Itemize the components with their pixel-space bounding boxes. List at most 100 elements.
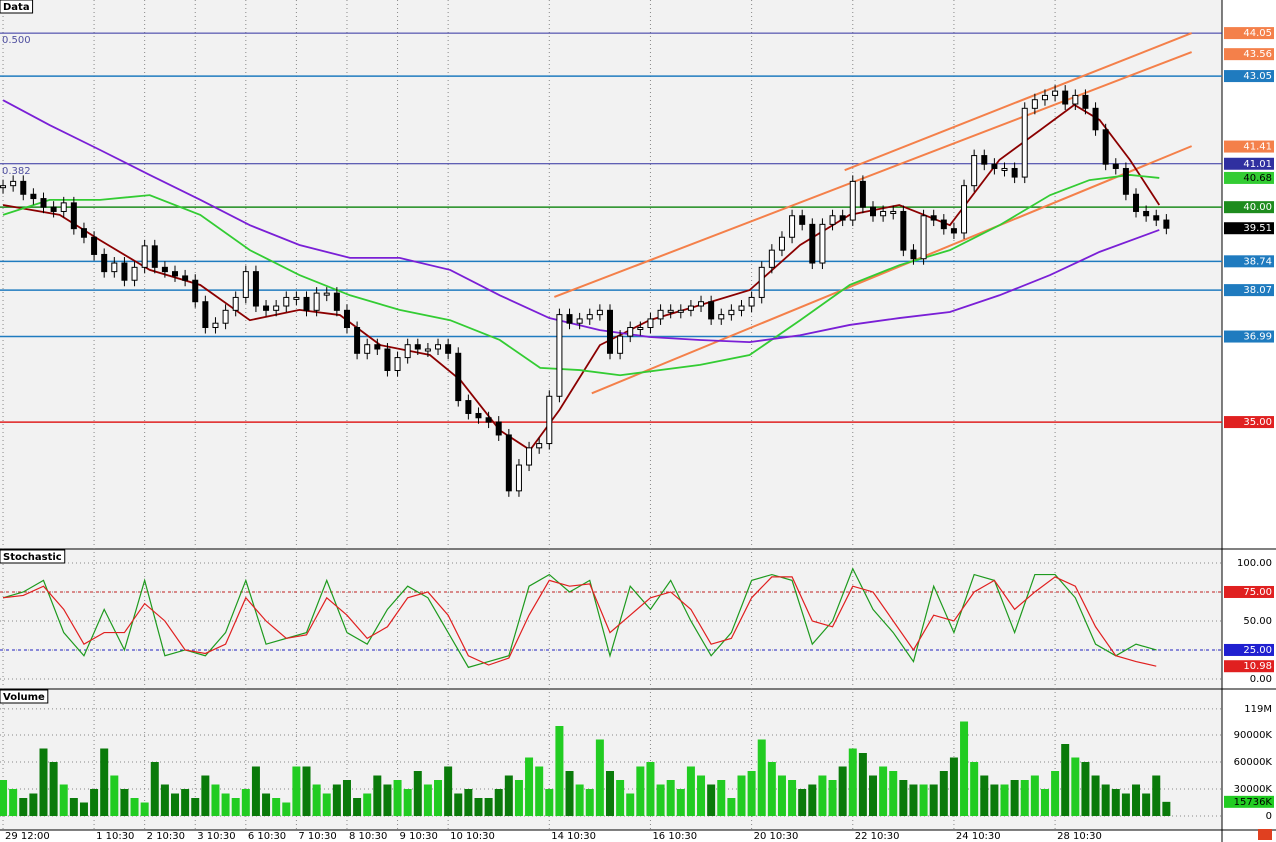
candle [445, 344, 452, 354]
volume-bar [181, 788, 190, 816]
candle [1092, 107, 1099, 131]
candle [566, 314, 573, 324]
candle [313, 292, 320, 311]
volume-bar [949, 757, 958, 816]
candle [91, 236, 98, 255]
value-tag [1224, 27, 1274, 40]
candle [667, 309, 674, 313]
candle [455, 352, 462, 402]
volume-bar [454, 793, 463, 816]
candle [0, 185, 7, 189]
value-tag-label: 75.00 [1243, 587, 1272, 598]
volume-bar [595, 739, 604, 816]
volume-bar [697, 775, 706, 816]
volume-bar [808, 784, 817, 816]
candle [536, 443, 543, 449]
volume-bar [980, 775, 989, 816]
panel-title-box [0, 0, 34, 14]
value-tag [1224, 795, 1274, 808]
candle [202, 301, 209, 329]
candle [374, 344, 381, 350]
value-tag-label: 36.99 [1243, 332, 1272, 343]
volume-bar [666, 779, 675, 816]
candle [900, 210, 907, 251]
candle [384, 348, 391, 371]
candle [293, 296, 300, 300]
candle [819, 223, 826, 264]
volume-bar [100, 748, 109, 816]
moving-average [2, 174, 1160, 377]
candle [799, 215, 806, 225]
candle [222, 309, 229, 324]
candle [1082, 94, 1089, 109]
panel-title: Volume [3, 692, 45, 703]
candle [1112, 163, 1119, 169]
volume-bar [727, 797, 736, 816]
value-tag-label: 25.00 [1243, 645, 1272, 656]
corner-button[interactable] [1258, 829, 1272, 840]
x-tick-label: 28 10:30 [1057, 831, 1102, 842]
candle [647, 318, 654, 329]
candle [364, 344, 371, 354]
candle [354, 327, 361, 354]
volume-bar [909, 784, 918, 816]
candle [1041, 94, 1048, 101]
x-tick-label: 9 10:30 [400, 831, 438, 842]
y-tick-label: 119M [1244, 704, 1272, 715]
volume-bar [403, 788, 412, 816]
candle [192, 279, 199, 303]
volume-bar [272, 797, 281, 816]
candle [424, 348, 431, 352]
volume-bar [373, 775, 382, 816]
x-tick-label: 7 10:30 [298, 831, 336, 842]
candle [677, 309, 684, 313]
candle [728, 309, 735, 316]
candle [698, 301, 705, 307]
volume-bar [251, 766, 260, 816]
candle [232, 296, 239, 311]
x-tick-label: 6 10:30 [248, 831, 286, 842]
volume-bar [1071, 757, 1080, 816]
volume-bar [160, 784, 169, 816]
volume-bar [302, 766, 311, 816]
volume-bar [90, 788, 99, 816]
volume-bar [565, 770, 574, 816]
candle [991, 163, 998, 169]
candle [121, 262, 128, 281]
x-tick-label: 20 10:30 [754, 831, 799, 842]
moving-average [2, 103, 1161, 452]
candle [708, 301, 715, 320]
candle [687, 305, 694, 311]
candle [333, 292, 340, 311]
fib-label: 0.500 [2, 35, 31, 46]
volume-bar [575, 784, 584, 816]
volume-bar [757, 739, 766, 816]
value-tag [1224, 171, 1274, 184]
value-tag-label: 39.51 [1243, 223, 1272, 234]
candle [890, 210, 897, 214]
candle [60, 202, 67, 212]
panel-title: Stochastic [3, 552, 62, 563]
panel-title-box [0, 689, 49, 704]
value-tag [1224, 70, 1274, 83]
y-tick-label: 0.00 [1250, 674, 1272, 685]
volume-bar [201, 775, 210, 816]
volume-bar [1020, 779, 1029, 816]
value-tag-label: 44.05 [1243, 28, 1272, 39]
volume-bar [656, 784, 665, 816]
candle [80, 228, 87, 238]
volume-bar [1132, 784, 1141, 816]
candle [809, 223, 816, 264]
panel-title: Data [3, 2, 30, 13]
volume-bar [150, 761, 159, 816]
volume-bar [707, 784, 716, 816]
volume-bar [1091, 775, 1100, 816]
oscillator-line [2, 576, 1157, 667]
volume-bar [717, 779, 726, 816]
candle [870, 206, 877, 217]
volume-bar [464, 788, 473, 816]
candle [252, 271, 259, 307]
value-tag-label: 40.00 [1243, 202, 1272, 213]
candle [101, 253, 108, 273]
